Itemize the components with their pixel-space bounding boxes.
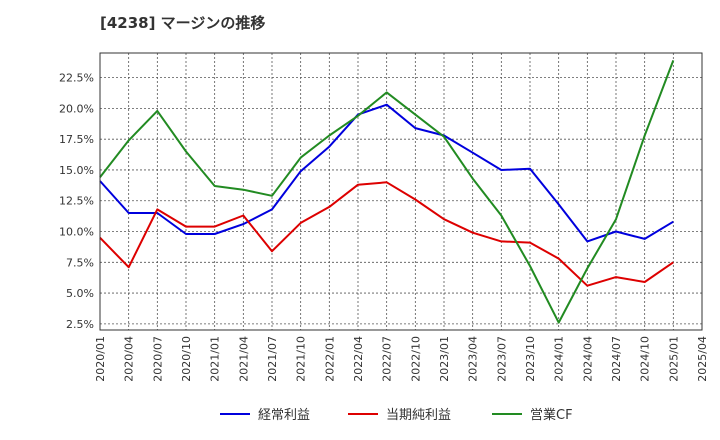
x-tick-label: 2023/04	[467, 336, 480, 382]
x-tick-label: 2025/01	[667, 336, 680, 382]
legend-label-2: 営業CF	[530, 407, 573, 423]
series-line-0	[99, 103, 674, 243]
y-tick-label: 2.5%	[66, 318, 94, 331]
y-tick-label: 5.0%	[66, 287, 94, 300]
x-tick-label: 2024/01	[553, 336, 566, 382]
x-tick-label: 2022/07	[381, 336, 394, 382]
y-tick-label: 12.5%	[59, 195, 94, 208]
y-tick-label: 20.0%	[59, 102, 94, 115]
series-line-1	[99, 181, 674, 287]
plot-frame	[99, 52, 703, 331]
y-tick-label: 17.5%	[59, 133, 94, 146]
x-tick-label: 2025/04	[696, 336, 709, 382]
x-tick-label: 2021/04	[237, 336, 250, 382]
x-tick-label: 2021/10	[295, 336, 308, 382]
series-layer	[99, 60, 675, 324]
x-tick-label: 2020/04	[123, 336, 136, 382]
y-tick-label: 22.5%	[59, 72, 94, 85]
grid-lines	[99, 53, 703, 330]
x-tick-label: 2024/04	[581, 336, 594, 382]
x-axis-ticks: 2020/01 2020/04 2020/07 2020/10 2021/01 2021/…	[94, 336, 709, 382]
x-tick-label: 2023/01	[438, 336, 451, 382]
x-tick-label: 2023/07	[495, 336, 508, 382]
x-tick-label: 2022/04	[352, 336, 365, 382]
x-tick-label: 2020/01	[94, 336, 107, 382]
x-tick-label: 2022/01	[323, 336, 336, 382]
y-tick-label: 15.0%	[59, 164, 94, 177]
chart-title: [4238] マージンの推移	[100, 14, 265, 32]
y-axis-ticks: 2.5% 5.0% 7.5% 10.0% 12.5% 15.0% 17.5% 20.0% 22.…	[59, 72, 94, 331]
legend-label-0: 経常利益	[258, 408, 310, 423]
x-tick-label: 2020/10	[180, 336, 193, 382]
x-tick-label: 2024/07	[610, 336, 623, 382]
legend-label-1: 当期純利益	[386, 408, 451, 423]
x-tick-label: 2021/07	[266, 336, 279, 382]
x-tick-label: 2024/10	[639, 336, 652, 382]
x-tick-label: 2021/01	[209, 336, 222, 382]
x-tick-label: 2022/10	[409, 336, 422, 382]
legend: 経常利益 当期純利益 営業CF	[220, 407, 573, 423]
y-tick-label: 7.5%	[66, 256, 94, 269]
x-tick-label: 2020/07	[151, 336, 164, 382]
series-line-2	[99, 60, 675, 324]
x-tick-label: 2023/10	[524, 336, 537, 382]
y-tick-label: 10.0%	[59, 226, 94, 239]
